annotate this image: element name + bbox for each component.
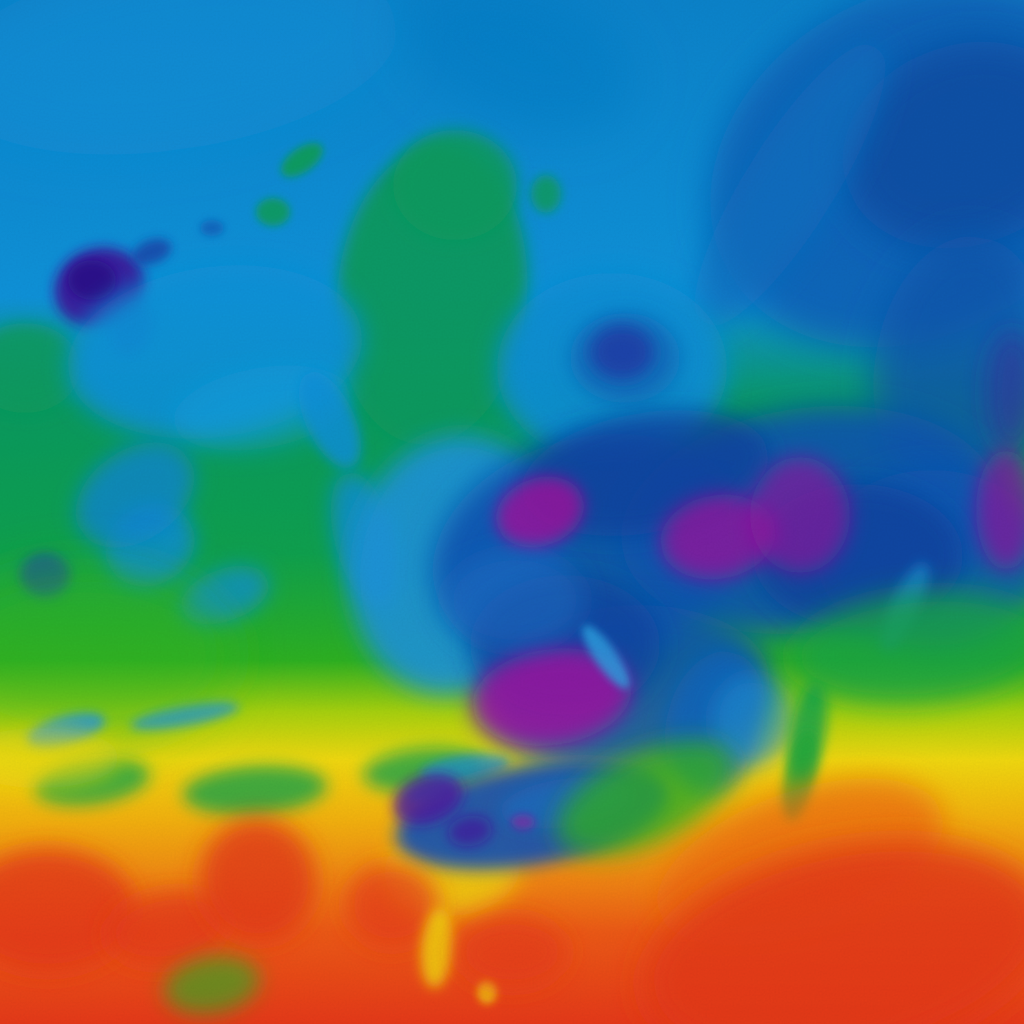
temperature-map-svg [0,0,1024,1024]
temperature-map [0,0,1024,1024]
grain-texture [0,0,1024,1024]
